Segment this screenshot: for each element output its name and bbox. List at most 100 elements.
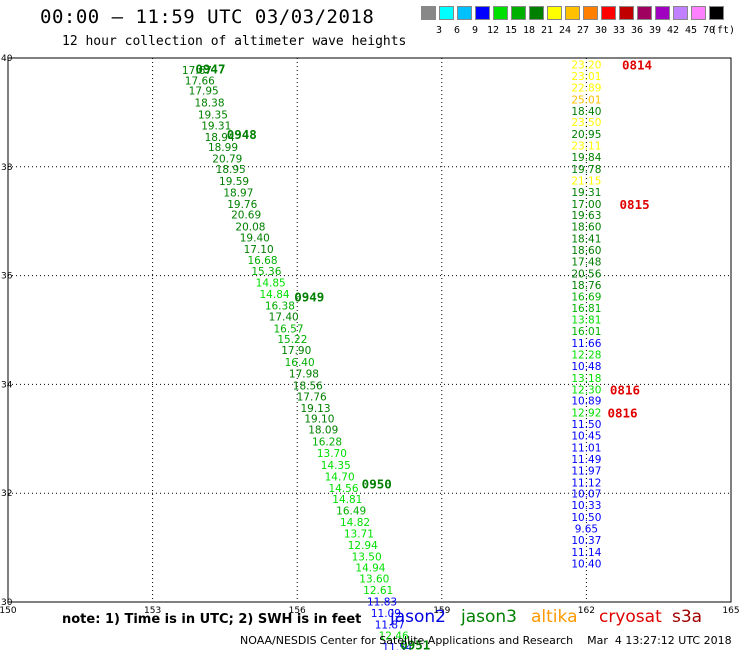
- wave-height-label: 11.14: [571, 547, 601, 559]
- wave-height-label: 10.48: [571, 361, 601, 373]
- wave-height-label: 18.60: [571, 245, 601, 257]
- wave-height-label: 11.09: [371, 608, 401, 620]
- wave-height-label: 11.83: [367, 596, 397, 608]
- scale-label: 30: [594, 25, 608, 36]
- wave-height-label: 17.67: [182, 65, 212, 77]
- scale-swatch: [421, 6, 436, 20]
- scale-label: 27: [576, 25, 590, 36]
- wave-height-label: 12.92: [571, 408, 601, 420]
- wave-height-label: 13.81: [571, 315, 601, 327]
- wave-height-label: 14.56: [328, 483, 358, 495]
- wave-height-label: 11.49: [571, 454, 601, 466]
- wave-height-label: 17.10: [244, 244, 274, 256]
- wave-height-label: 19.31: [571, 187, 601, 199]
- scale-swatch: [673, 6, 688, 20]
- wave-height-label: 18.40: [571, 106, 601, 118]
- y-tick-label: 38: [1, 163, 13, 173]
- wave-height-label: 23.20: [571, 60, 601, 72]
- scale-swatch: [691, 6, 706, 20]
- wave-height-label: 19.10: [304, 414, 334, 426]
- scale-label: 9: [471, 25, 479, 36]
- scale-label: (ft): [711, 25, 736, 36]
- legend-s3a: s3a: [672, 607, 703, 627]
- wave-height-label: 10.33: [571, 500, 601, 512]
- x-tick-label: 162: [578, 606, 595, 616]
- wave-height-label: 13.70: [317, 448, 347, 460]
- wave-height-label: 17.40: [269, 311, 299, 323]
- wave-height-label: 23.01: [571, 71, 601, 83]
- wave-height-label: 19.78: [571, 164, 601, 176]
- wave-height-label: 11.01: [571, 443, 601, 455]
- wave-height-label: 12.94: [348, 540, 378, 552]
- wave-height-label: 18.38: [194, 98, 224, 110]
- x-tick-label: 153: [144, 606, 161, 616]
- y-tick-label: 36: [1, 272, 13, 282]
- scale-label: 39: [648, 25, 662, 36]
- wave-height-label: 18.95: [216, 164, 246, 176]
- wave-height-label: 16.81: [571, 303, 601, 315]
- legend-altika: altika: [531, 607, 578, 627]
- scale-label: 21: [540, 25, 554, 36]
- wave-height-label: 18.99: [208, 142, 238, 154]
- pass-time-label: 0950: [362, 476, 392, 491]
- scale-label: 42: [666, 25, 680, 36]
- wave-height-label: 12.61: [363, 585, 393, 597]
- y-tick-label: 40: [1, 54, 13, 64]
- scale-swatch: [457, 6, 472, 20]
- scale-swatch: [529, 6, 544, 20]
- scale-label: 36: [630, 25, 644, 36]
- x-tick-label: 150: [0, 606, 17, 616]
- wave-height-label: 10.45: [571, 431, 601, 443]
- scale-label: 3: [435, 25, 443, 36]
- wave-height-label: 17.00: [571, 199, 601, 211]
- wave-height-label: 18.60: [571, 222, 601, 234]
- pass-time-label: 0815: [620, 197, 650, 212]
- legend-jason2: jason2: [390, 607, 446, 627]
- wave-height-label: 23.11: [571, 141, 601, 153]
- wave-height-label: 19.35: [198, 110, 228, 122]
- wave-height-label: 10.89: [571, 396, 601, 408]
- wave-height-label: 10.50: [571, 512, 601, 524]
- x-tick-label: 159: [433, 606, 450, 616]
- scale-swatch: [511, 6, 526, 20]
- scale-swatch: [637, 6, 652, 20]
- scale-swatch: [601, 6, 616, 20]
- map-frame: [7, 57, 732, 603]
- wave-height-label: 16.57: [273, 323, 303, 335]
- wave-height-label: 10.40: [571, 558, 601, 570]
- wave-height-label: 20.79: [212, 154, 242, 166]
- wave-height-label: 16.38: [265, 301, 295, 313]
- wave-height-label: 11.97: [571, 465, 601, 477]
- wave-height-label: 17.98: [289, 369, 319, 381]
- scale-label: 70: [702, 25, 716, 36]
- wave-height-label: 17.66: [185, 75, 215, 87]
- wave-height-label: 16.01: [571, 326, 601, 338]
- wave-height-label: 18.09: [308, 425, 338, 437]
- scale-swatch: [547, 6, 562, 20]
- scale-swatch: [439, 6, 454, 20]
- wave-height-label: 12.30: [571, 384, 601, 396]
- wave-height-label: 25.01: [571, 94, 601, 106]
- wave-height-label: 9.65: [575, 524, 598, 536]
- wave-height-label: 14.84: [260, 289, 290, 301]
- wave-height-label: 14.81: [332, 494, 362, 506]
- scale-label: 18: [522, 25, 536, 36]
- wave-height-label: 17.95: [189, 86, 219, 98]
- scale-swatch: [475, 6, 490, 20]
- wave-height-label: 16.69: [571, 291, 601, 303]
- x-tick-label: 156: [289, 606, 306, 616]
- wave-height-label: 16.28: [312, 437, 342, 449]
- scale-swatch: [619, 6, 634, 20]
- scale-label: 33: [612, 25, 626, 36]
- wave-height-label: 19.40: [240, 233, 270, 245]
- footer-note: note: 1) Time is in UTC; 2) SWH is in fe…: [62, 612, 362, 627]
- scale-swatch: [583, 6, 598, 20]
- wave-height-label: 19.31: [201, 120, 231, 132]
- wave-height-label: 22.89: [571, 82, 601, 94]
- wave-height-label: 14.82: [340, 517, 370, 529]
- wave-height-label: 19.84: [571, 152, 601, 164]
- wave-height-label: 11.54: [382, 642, 412, 650]
- pass-time-label: 0951: [400, 637, 430, 650]
- wave-height-label: 10.37: [571, 535, 601, 547]
- credit-line: NOAA/NESDIS Center for Satellite Applica…: [240, 634, 732, 647]
